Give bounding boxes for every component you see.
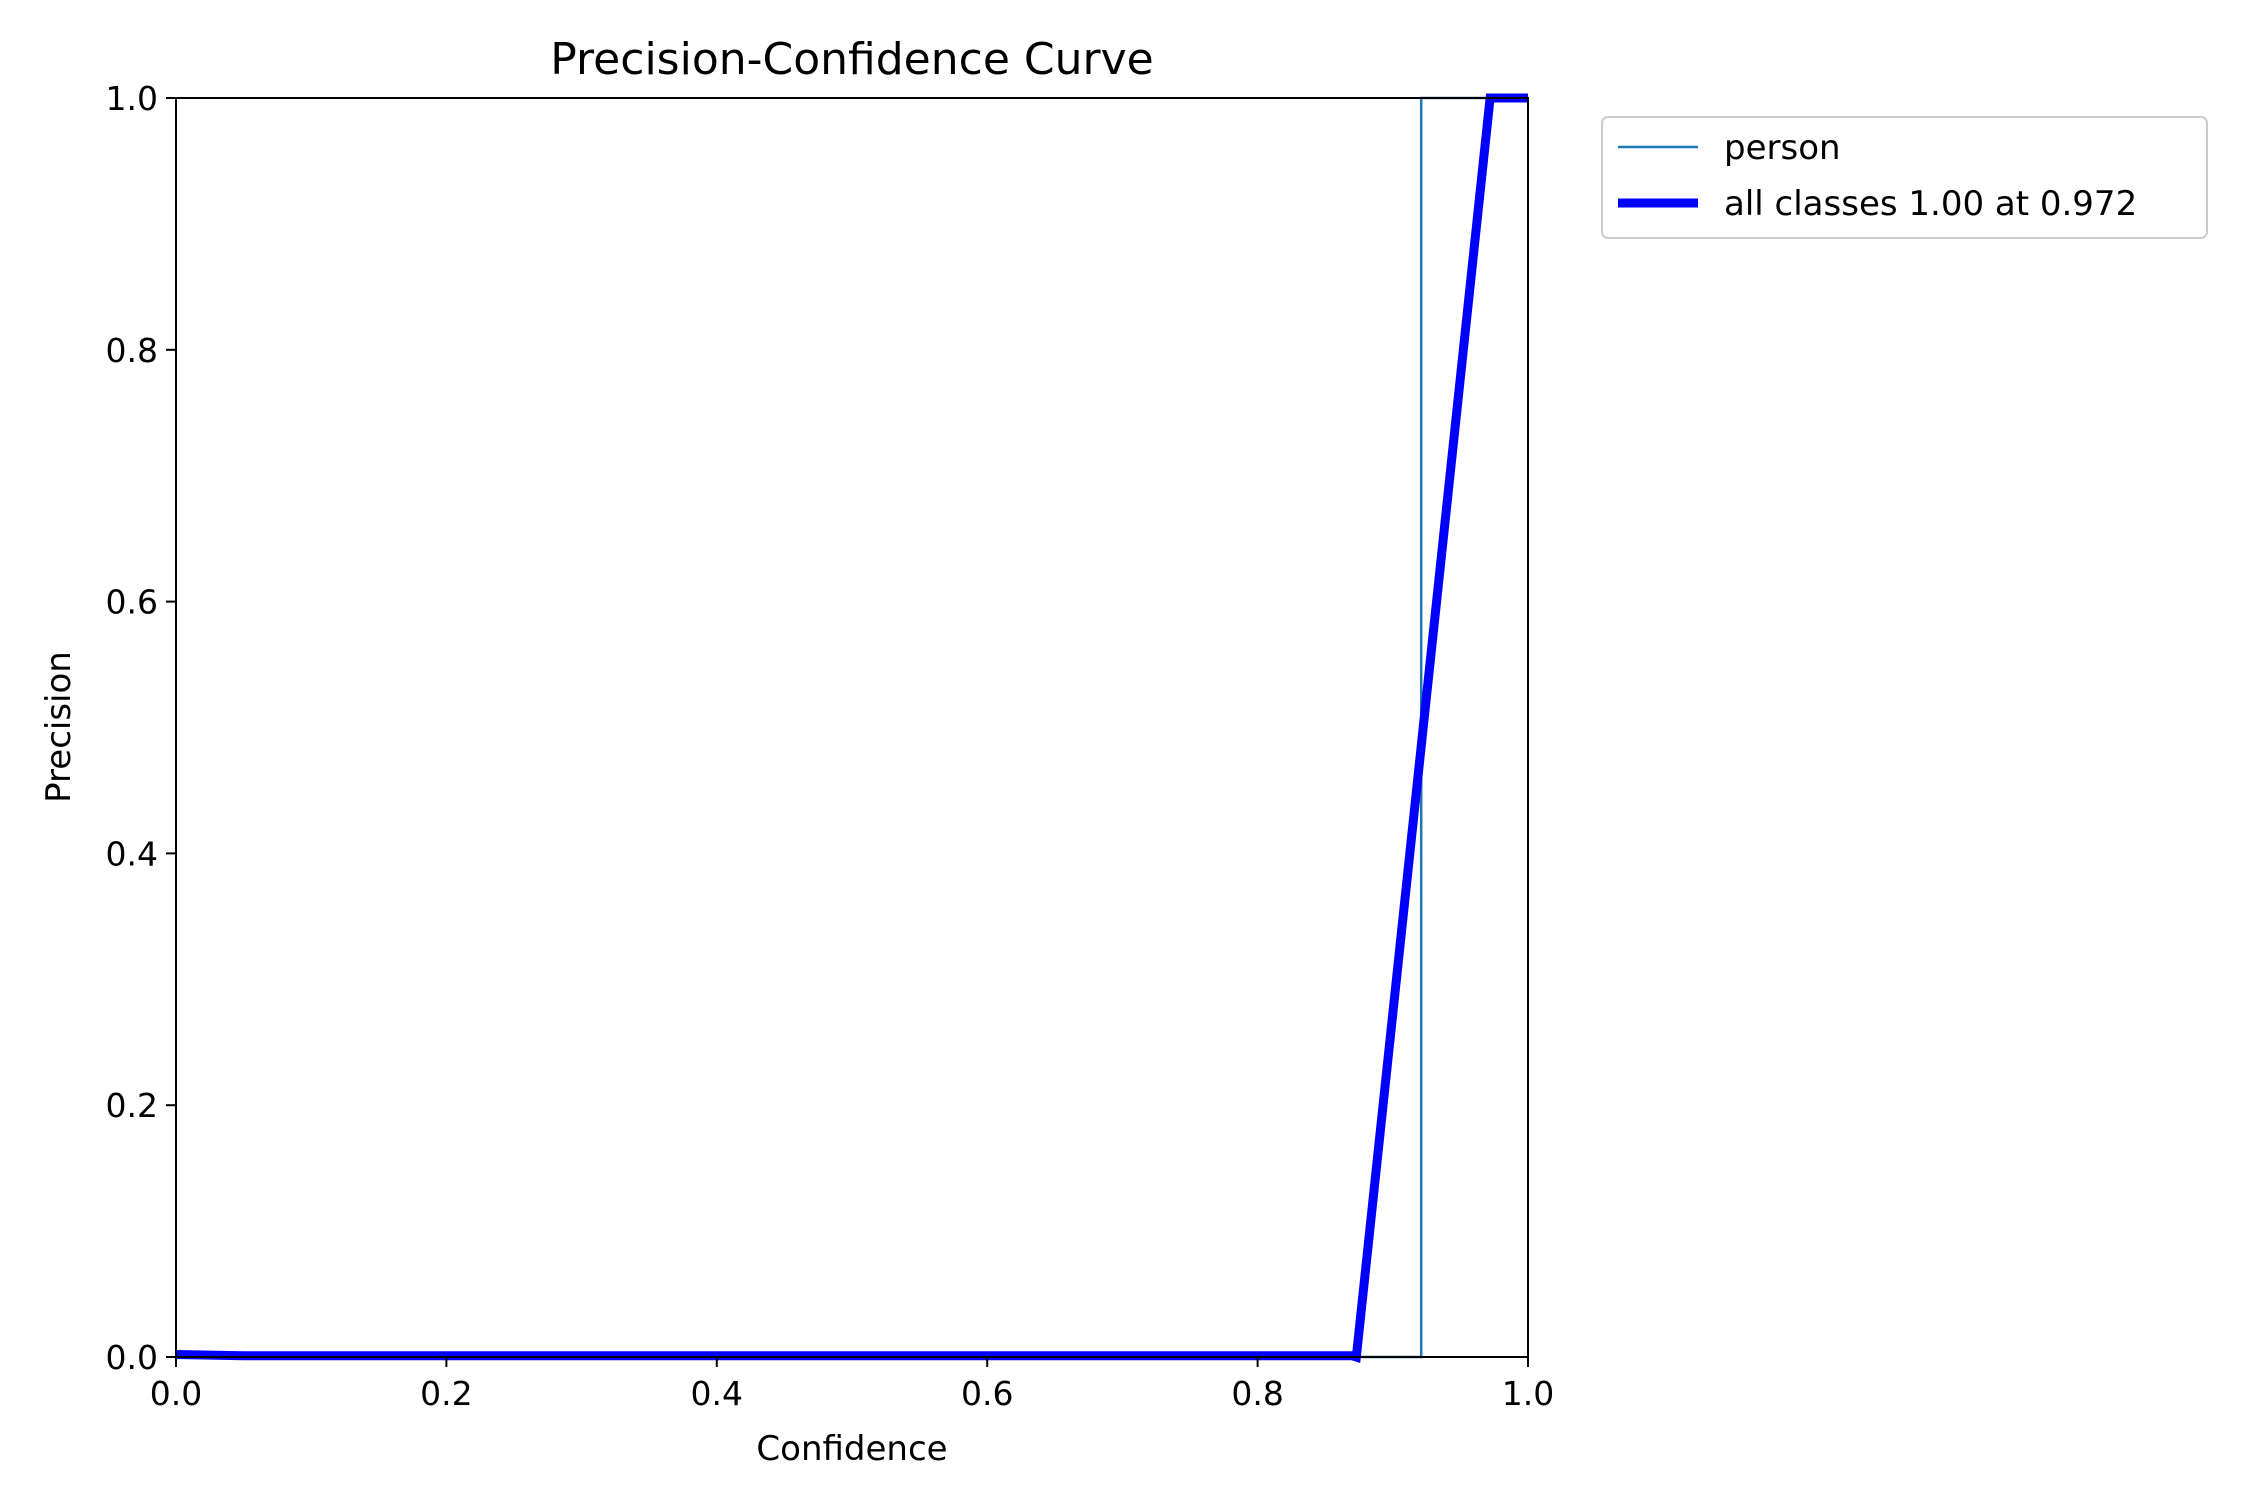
- y-tick-label: 0.4: [106, 834, 158, 873]
- y-tick-label: 0.2: [106, 1086, 158, 1125]
- x-axis-label: Confidence: [756, 1429, 947, 1469]
- y-tick-label: 1.0: [106, 79, 158, 118]
- y-tick-label: 0.6: [106, 583, 158, 622]
- legend-frame: [1601, 116, 2208, 239]
- y-tick-label: 0.0: [106, 1338, 158, 1377]
- legend: person all classes 1.00 at 0.972: [1601, 116, 2208, 239]
- legend-label-all-classes: all classes 1.00 at 0.972: [1724, 184, 2137, 224]
- chart-title: Precision-Confidence Curve: [550, 34, 1153, 85]
- legend-label-person: person: [1724, 128, 1841, 168]
- x-tick-label: 0.2: [420, 1374, 472, 1413]
- plot-area: 0.0 0.2 0.4 0.6 0.8 1.0 0.0 0.2 0.4 0.6 0.8 1.0: [106, 79, 1555, 1413]
- y-tick-label: 0.8: [106, 331, 158, 370]
- y-axis-ticks: 0.0 0.2 0.4 0.6 0.8 1.0: [106, 79, 176, 1377]
- x-tick-label: 0.6: [961, 1374, 1013, 1413]
- x-tick-label: 0.4: [691, 1374, 743, 1413]
- plot-border: [175, 97, 1529, 1358]
- x-tick-label: 1.0: [1502, 1374, 1554, 1413]
- plot-frame: [176, 98, 1528, 1357]
- x-tick-label: 0.8: [1231, 1374, 1283, 1413]
- x-tick-label: 0.0: [150, 1374, 202, 1413]
- y-axis-label: Precision: [39, 651, 79, 803]
- x-axis-ticks: 0.0 0.2 0.4 0.6 0.8 1.0: [150, 1357, 1554, 1413]
